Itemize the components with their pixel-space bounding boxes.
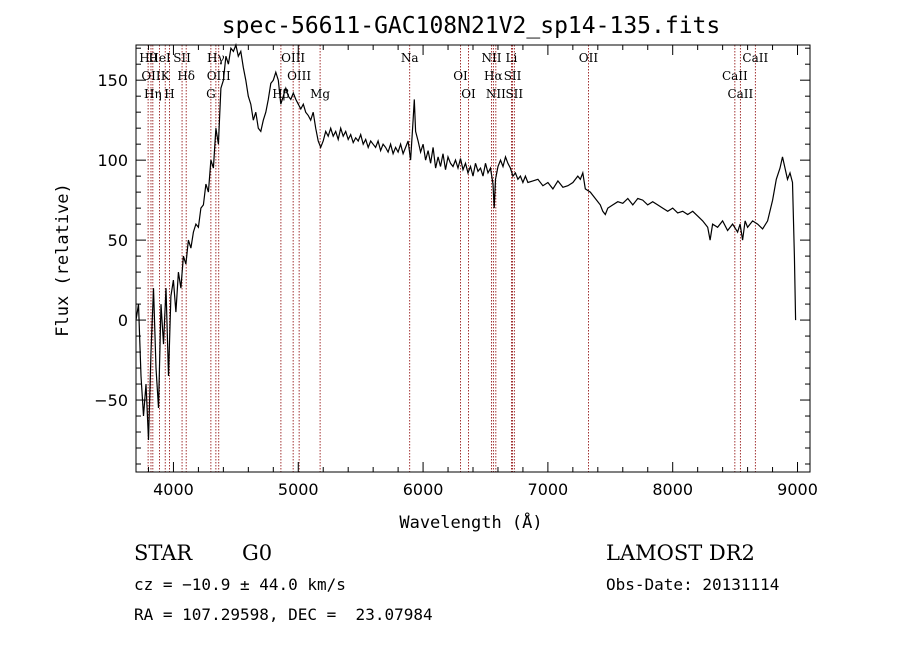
spectral-line-label: SII — [173, 51, 191, 65]
chart-title: spec-56611-GAC108N21V2_sp14-135.fits — [222, 13, 721, 39]
x-tick-label: 6000 — [403, 480, 444, 499]
y-axis-label: Flux (relative) — [53, 183, 73, 337]
ra-dec-coordinates: RA = 107.29598, DEC = 23.07984 — [134, 605, 433, 624]
spectral-line-label: OIII — [287, 69, 311, 83]
x-axis-ticks: 4000 5000 6000 7000 8000 9000 — [147, 45, 818, 499]
spectral-line-label: OIII — [207, 69, 231, 83]
y-tick-label: 50 — [108, 231, 128, 250]
redshift-value: cz = −10.9 ± 44.0 km/s — [134, 575, 346, 594]
spectral-line-label: Hθ — [139, 51, 157, 65]
x-axis-label: Wavelength (Å) — [399, 511, 542, 533]
y-axis-ticks: −50 0 50 100 150 — [94, 47, 810, 465]
spectral-line-label: CaII — [742, 51, 768, 65]
object-class: STAR — [134, 541, 193, 565]
spectral-line-label: Hδ — [177, 69, 195, 83]
spectral-line-label: Li — [506, 51, 518, 65]
observation-date: Obs-Date: 20131114 — [606, 575, 780, 594]
spectral-line-label: Hα — [484, 69, 503, 83]
spectral-line-label: NII — [481, 51, 501, 65]
survey-name: LAMOST DR2 — [606, 541, 755, 565]
spectral-line-markers — [147, 45, 756, 472]
spectral-line-label: OII — [141, 69, 161, 83]
spectral-line-label: HeI — [148, 51, 171, 65]
spectrum-series-line — [135, 42, 797, 441]
spectral-line-label: Hη — [144, 87, 162, 101]
spectral-line-label: G — [206, 87, 216, 101]
x-tick-label: 9000 — [777, 480, 818, 499]
object-subclass: G0 — [242, 541, 273, 565]
y-tick-label: −50 — [94, 391, 128, 410]
plot-frame — [135, 44, 811, 473]
spectral-line-label: Mg — [310, 87, 330, 101]
x-tick-label: 5000 — [278, 480, 319, 499]
x-tick-label: 4000 — [153, 480, 194, 499]
spectral-line-labels: HθOIIHηHeIKHSIIHδGHγOIIIHβOIIIOIIIMgNaOI… — [139, 51, 768, 101]
spectral-line-label: Na — [401, 51, 419, 65]
x-tick-label: 8000 — [652, 480, 693, 499]
y-tick-label: 0 — [118, 311, 128, 330]
spectral-line-label: SII — [504, 69, 522, 83]
spectral-line-label: OI — [453, 69, 468, 83]
y-tick-label: 100 — [97, 151, 128, 170]
spectral-line-label: OIII — [281, 51, 305, 65]
spectral-line-label: OI — [461, 87, 476, 101]
spectral-line-label: K — [161, 69, 171, 83]
spectral-line-label: H — [164, 87, 174, 101]
x-tick-label: 7000 — [528, 480, 569, 499]
spectral-line-label: Hγ — [207, 51, 225, 65]
spectral-line-label: NII — [486, 87, 506, 101]
y-tick-label: 150 — [97, 71, 128, 90]
spectral-line-label: CaII — [727, 87, 753, 101]
spectral-line-label: CaII — [722, 69, 748, 83]
spectral-line-label: SII — [505, 87, 523, 101]
spectral-line-label: OII — [579, 51, 599, 65]
